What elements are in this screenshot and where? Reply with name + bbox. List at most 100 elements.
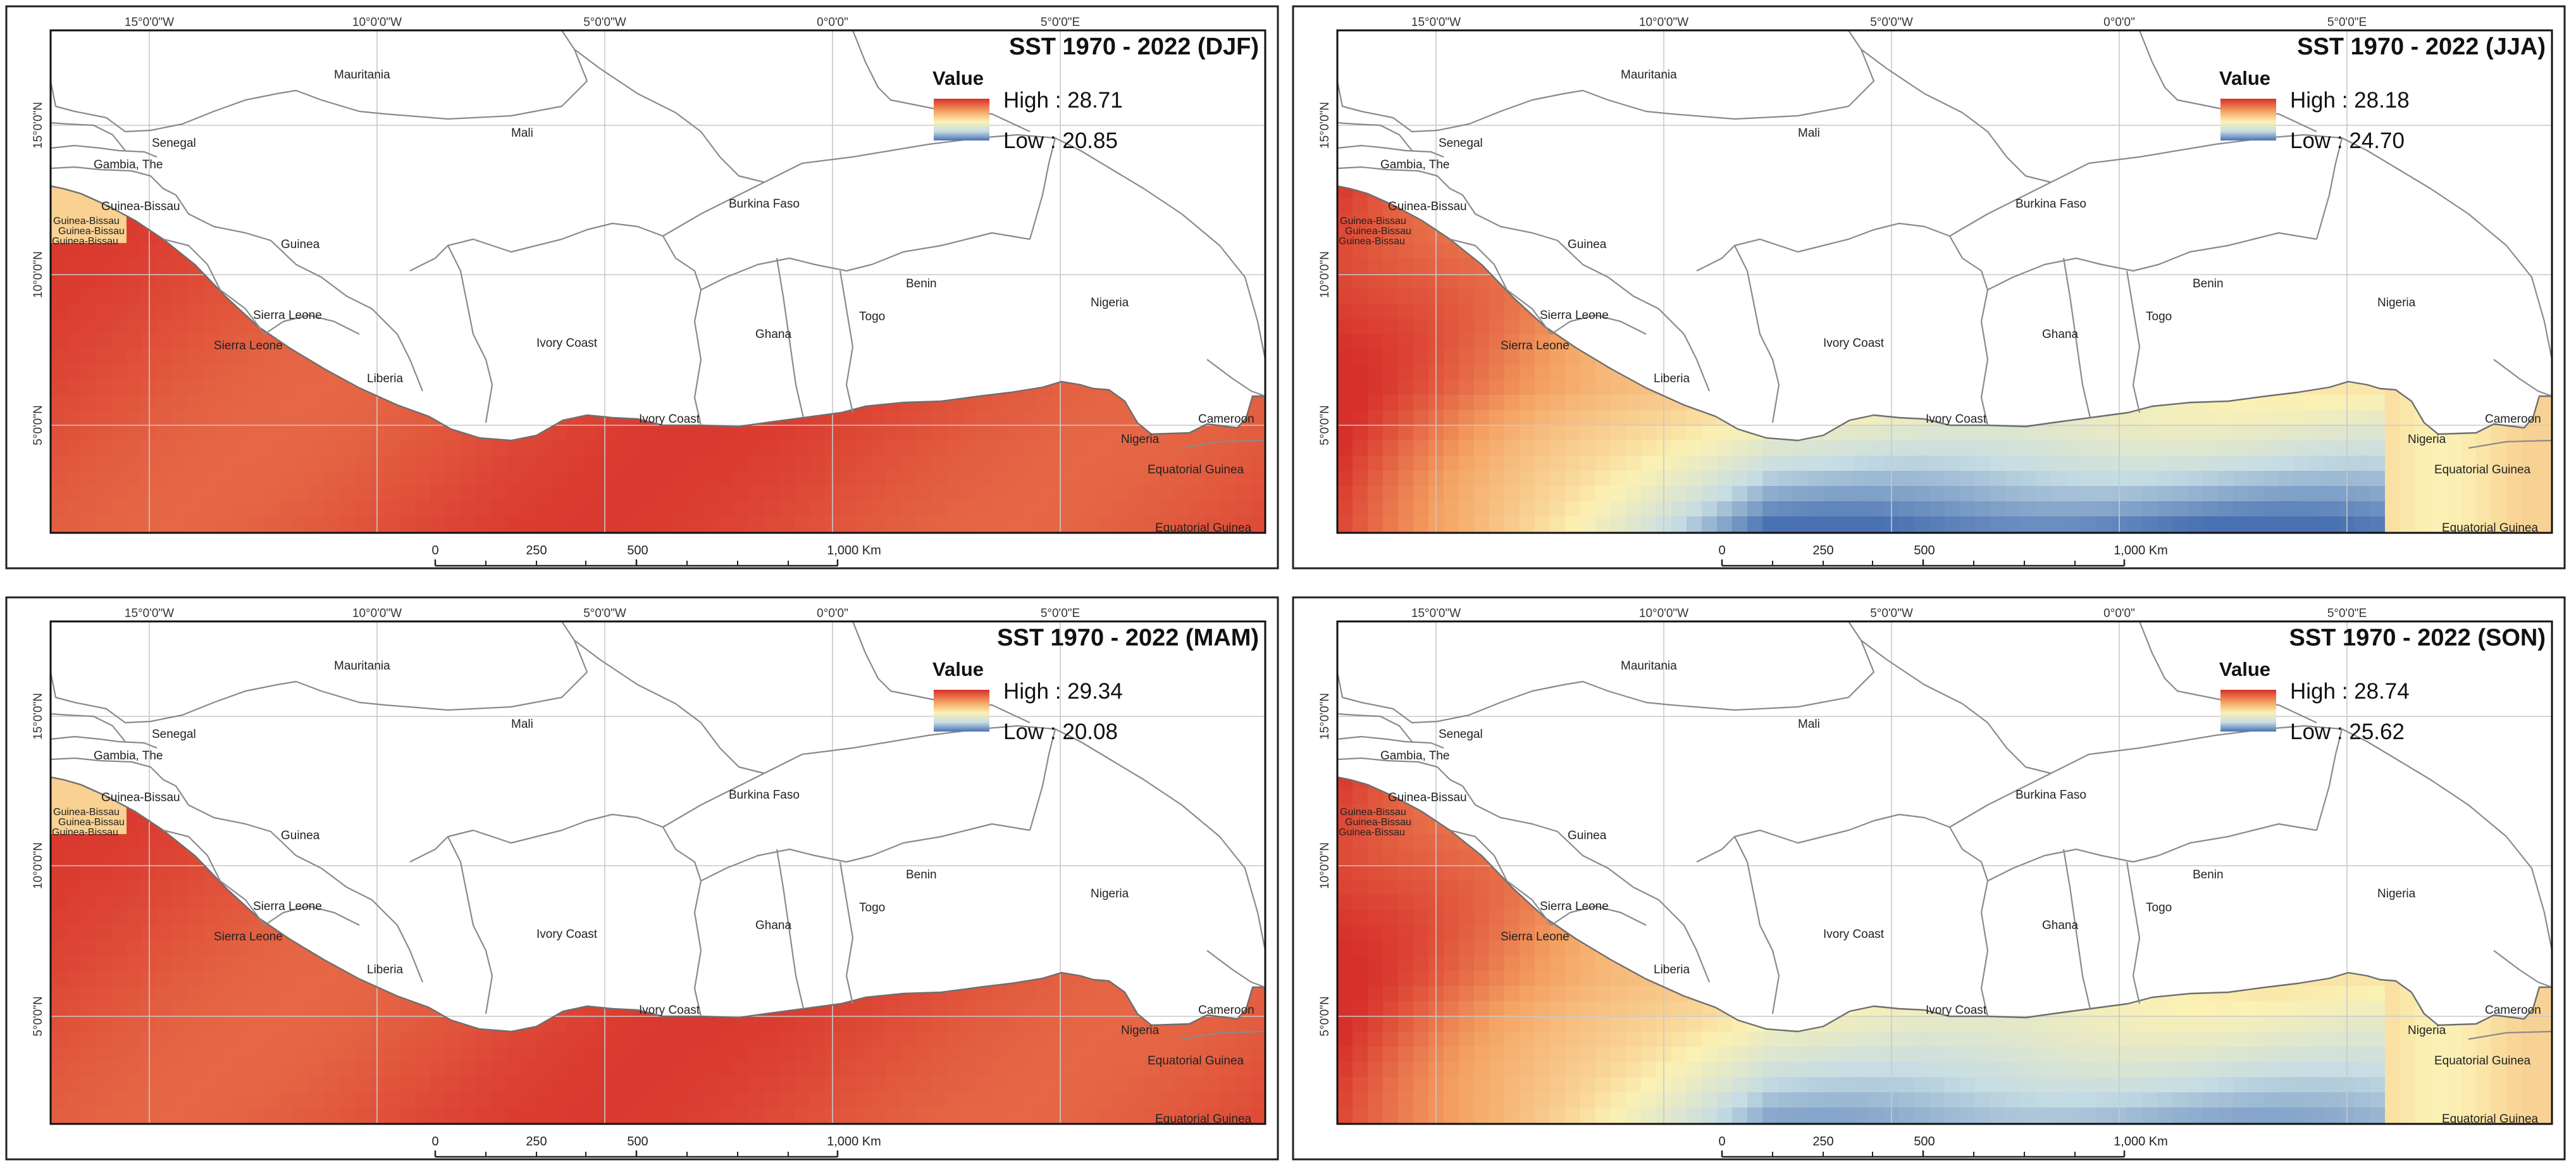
sst-cell: [1413, 365, 1429, 380]
sst-cell: [324, 425, 340, 441]
sst-cell: [946, 456, 962, 471]
label-guinea-bissau: Guinea-Bissau: [101, 200, 180, 213]
sst-cell: [1068, 486, 1084, 502]
sst-cell: [1413, 258, 1429, 274]
sst-cell: [2324, 395, 2340, 411]
sst-cell: [187, 289, 203, 304]
sst-cell: [1353, 334, 1368, 350]
sst-cell: [1413, 349, 1429, 365]
sst-cell: [673, 471, 689, 487]
sst-cell: [157, 486, 173, 502]
sst-cell: [157, 334, 173, 350]
sst-cell: [1489, 289, 1505, 304]
sst-cell: [901, 516, 917, 532]
sst-cell: [354, 425, 370, 441]
sst-cell: [2081, 440, 2097, 456]
sst-cell: [1037, 516, 1053, 532]
sst-cell: [673, 440, 689, 456]
sst-cell: [294, 425, 309, 441]
sst-cell: [810, 516, 826, 532]
label-ghana: Ghana: [755, 328, 791, 341]
sst-cell: [127, 289, 142, 304]
sst-cell: [2218, 425, 2234, 441]
sst-cell: [51, 213, 66, 228]
sst-cell: [127, 365, 142, 380]
sst-cell: [263, 395, 279, 411]
sst-cell: [354, 471, 370, 487]
sst-cell: [2370, 410, 2386, 426]
sst-cell: [658, 425, 674, 441]
sst-cell: [1960, 425, 1976, 441]
sst-cell: [1220, 440, 1235, 456]
sst-cell: [66, 486, 82, 502]
sst-cell: [218, 334, 233, 350]
sst-cell: [339, 486, 355, 502]
sst-cell: [461, 456, 476, 471]
sst-cell: [127, 304, 142, 320]
sst-cell: [1975, 425, 1991, 441]
sst-cell: [1687, 410, 1702, 426]
sst-cell: [66, 425, 82, 441]
sst-cell: [628, 486, 643, 502]
sst-cell: [946, 425, 962, 441]
sst-cell: [1159, 456, 1175, 471]
sst-cell: [476, 501, 492, 517]
sst-cell: [233, 486, 249, 502]
sst-cell: [1444, 395, 1459, 411]
sst-cell: [1383, 258, 1399, 274]
sst-cell: [1037, 471, 1053, 487]
sst-cell: [1235, 471, 1251, 487]
sst-cell: [931, 425, 947, 441]
sst-cell: [248, 425, 264, 441]
sst-cell: [1489, 410, 1505, 426]
sst-cell: [1235, 440, 1251, 456]
sst-cell: [2066, 425, 2082, 441]
sst-cell: [278, 395, 294, 411]
sst-cell: [810, 471, 826, 487]
sst-cell: [1083, 471, 1099, 487]
sst-cell: [218, 365, 233, 380]
sst-cell: [2036, 425, 2052, 441]
label-guinea-bissau-2: Guinea-Bissau: [53, 216, 120, 227]
sst-cell: [127, 273, 142, 289]
sst-cell: [233, 471, 249, 487]
sst-cell: [764, 501, 780, 517]
sst-cell: [2355, 395, 2370, 411]
sst-cell: [992, 471, 1008, 487]
sst-cell: [1383, 228, 1399, 244]
sst-cell: [870, 410, 886, 426]
sst-cell: [1717, 425, 1733, 441]
sst-cell: [187, 365, 203, 380]
sst-cell: [1250, 410, 1265, 426]
sst-cell: [324, 516, 340, 532]
sst-cell: [2294, 410, 2310, 426]
sst-cell: [187, 334, 203, 350]
label-ivory-coast-2: Ivory Coast: [639, 413, 700, 426]
sst-cell: [1337, 289, 1353, 304]
sst-cell: [415, 501, 431, 517]
sst-cell: [51, 273, 66, 289]
sst-cell: [506, 486, 522, 502]
sst-cell: [324, 486, 340, 502]
sst-cell: [354, 395, 370, 411]
sst-cell: [233, 334, 249, 350]
sst-cell: [2279, 410, 2294, 426]
sst-cell: [1007, 440, 1023, 456]
sst-cell: [66, 471, 82, 487]
sst-cell: [886, 471, 901, 487]
sst-cell: [1129, 486, 1144, 502]
sst-cell: [1504, 365, 1520, 380]
label-mauritania: Mauritania: [334, 68, 390, 82]
sst-cell: [643, 501, 659, 517]
sst-cell: [1823, 440, 1839, 456]
sst-cell: [886, 410, 901, 426]
sst-cell: [1444, 319, 1459, 335]
sst-cell: [1869, 425, 1885, 441]
sst-cell: [309, 440, 325, 456]
sst-cell: [111, 334, 127, 350]
sst-cell: [552, 501, 567, 517]
sst-cell: [187, 319, 203, 335]
sst-cell: [688, 501, 704, 517]
sst-cell: [96, 486, 112, 502]
sst-cell: [263, 486, 279, 502]
